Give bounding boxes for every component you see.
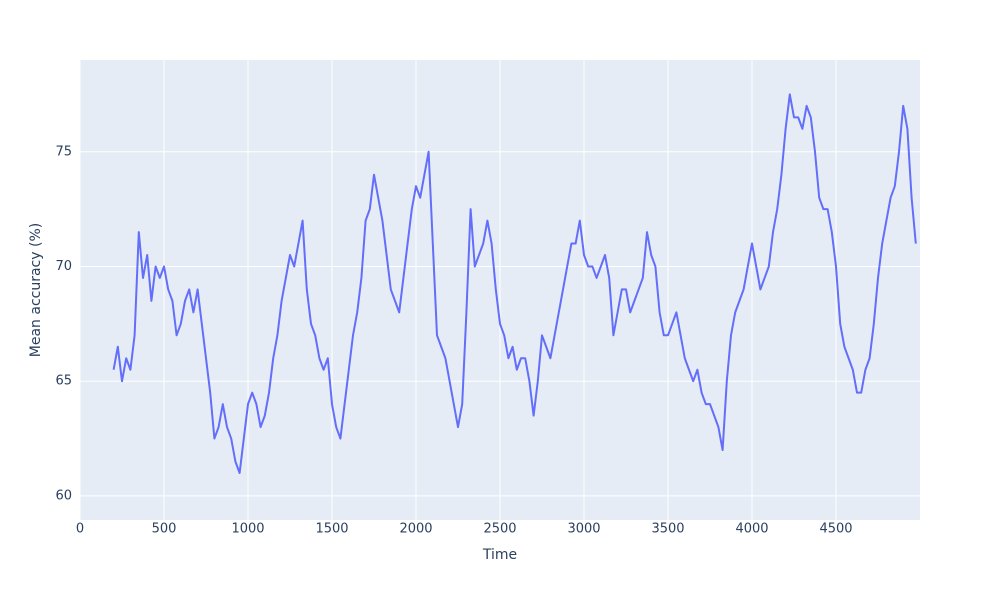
- x-tick-label: 4000: [735, 522, 768, 537]
- x-tick-label: 500: [152, 522, 177, 537]
- x-tick-label: 1500: [315, 522, 348, 537]
- y-tick-label: 70: [55, 259, 72, 274]
- x-axis-title: Time: [482, 547, 517, 563]
- line-series: [112, 93, 917, 474]
- y-tick-label: 65: [55, 374, 72, 389]
- x-tick-label: 4500: [819, 522, 852, 537]
- x-tick-label: 0: [76, 522, 84, 537]
- y-tick-label: 60: [55, 488, 72, 503]
- x-tick-label: 3500: [651, 522, 684, 537]
- x-tick-label: 1000: [231, 522, 264, 537]
- x-tick-label: 2000: [399, 522, 432, 537]
- y-axis-title: Mean accuracy (%): [28, 223, 44, 357]
- x-tick-label: 3000: [567, 522, 600, 537]
- y-tick-label: 75: [55, 144, 72, 159]
- x-tick-label: 2500: [483, 522, 516, 537]
